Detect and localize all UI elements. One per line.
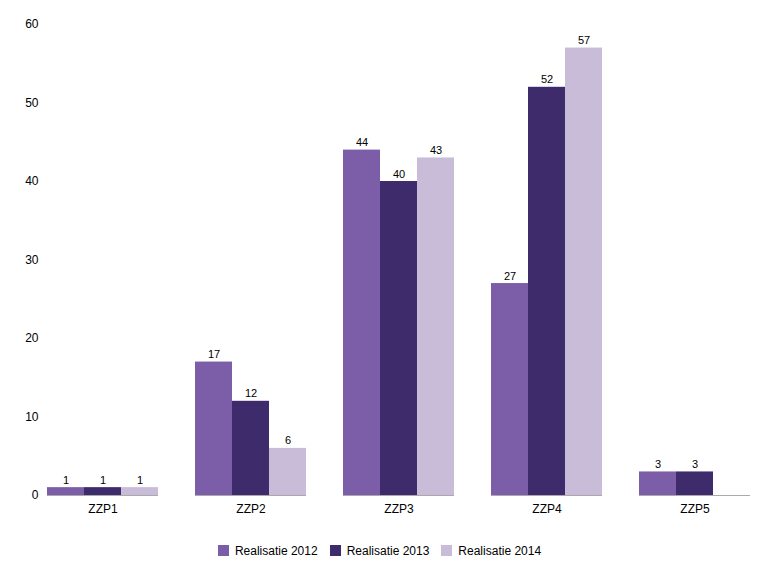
svg-text:30: 30 (25, 253, 39, 267)
svg-text:43: 43 (430, 144, 442, 156)
svg-text:40: 40 (25, 174, 39, 188)
svg-text:40: 40 (393, 168, 405, 180)
svg-text:ZZP4: ZZP4 (532, 502, 562, 516)
svg-text:1: 1 (137, 474, 143, 486)
svg-text:50: 50 (25, 96, 39, 110)
svg-text:3: 3 (692, 458, 698, 470)
svg-text:ZZP3: ZZP3 (384, 502, 414, 516)
svg-text:12: 12 (245, 387, 257, 399)
svg-text:17: 17 (208, 348, 220, 360)
svg-text:ZZP5: ZZP5 (680, 502, 710, 516)
svg-text:10: 10 (25, 410, 39, 424)
svg-text:57: 57 (578, 34, 590, 46)
svg-text:27: 27 (504, 270, 516, 282)
svg-text:3: 3 (655, 458, 661, 470)
svg-text:20: 20 (25, 331, 39, 345)
svg-text:52: 52 (541, 73, 553, 85)
html-text:Realisatie 2013: Realisatie 2013 (346, 543, 430, 558)
svg-text:60: 60 (25, 17, 39, 31)
svg-text:1: 1 (63, 474, 69, 486)
svg-text:1: 1 (100, 474, 106, 486)
svg-text:ZZP2: ZZP2 (236, 502, 266, 516)
svg-text:44: 44 (356, 136, 368, 148)
html-text:Realisatie 2012: Realisatie 2012 (234, 543, 318, 558)
html-text:Realisatie 2014: Realisatie 2014 (458, 543, 542, 558)
svg-text:ZZP1: ZZP1 (88, 502, 118, 516)
svg-text:0: 0 (32, 488, 39, 502)
svg-text:6: 6 (285, 434, 291, 446)
